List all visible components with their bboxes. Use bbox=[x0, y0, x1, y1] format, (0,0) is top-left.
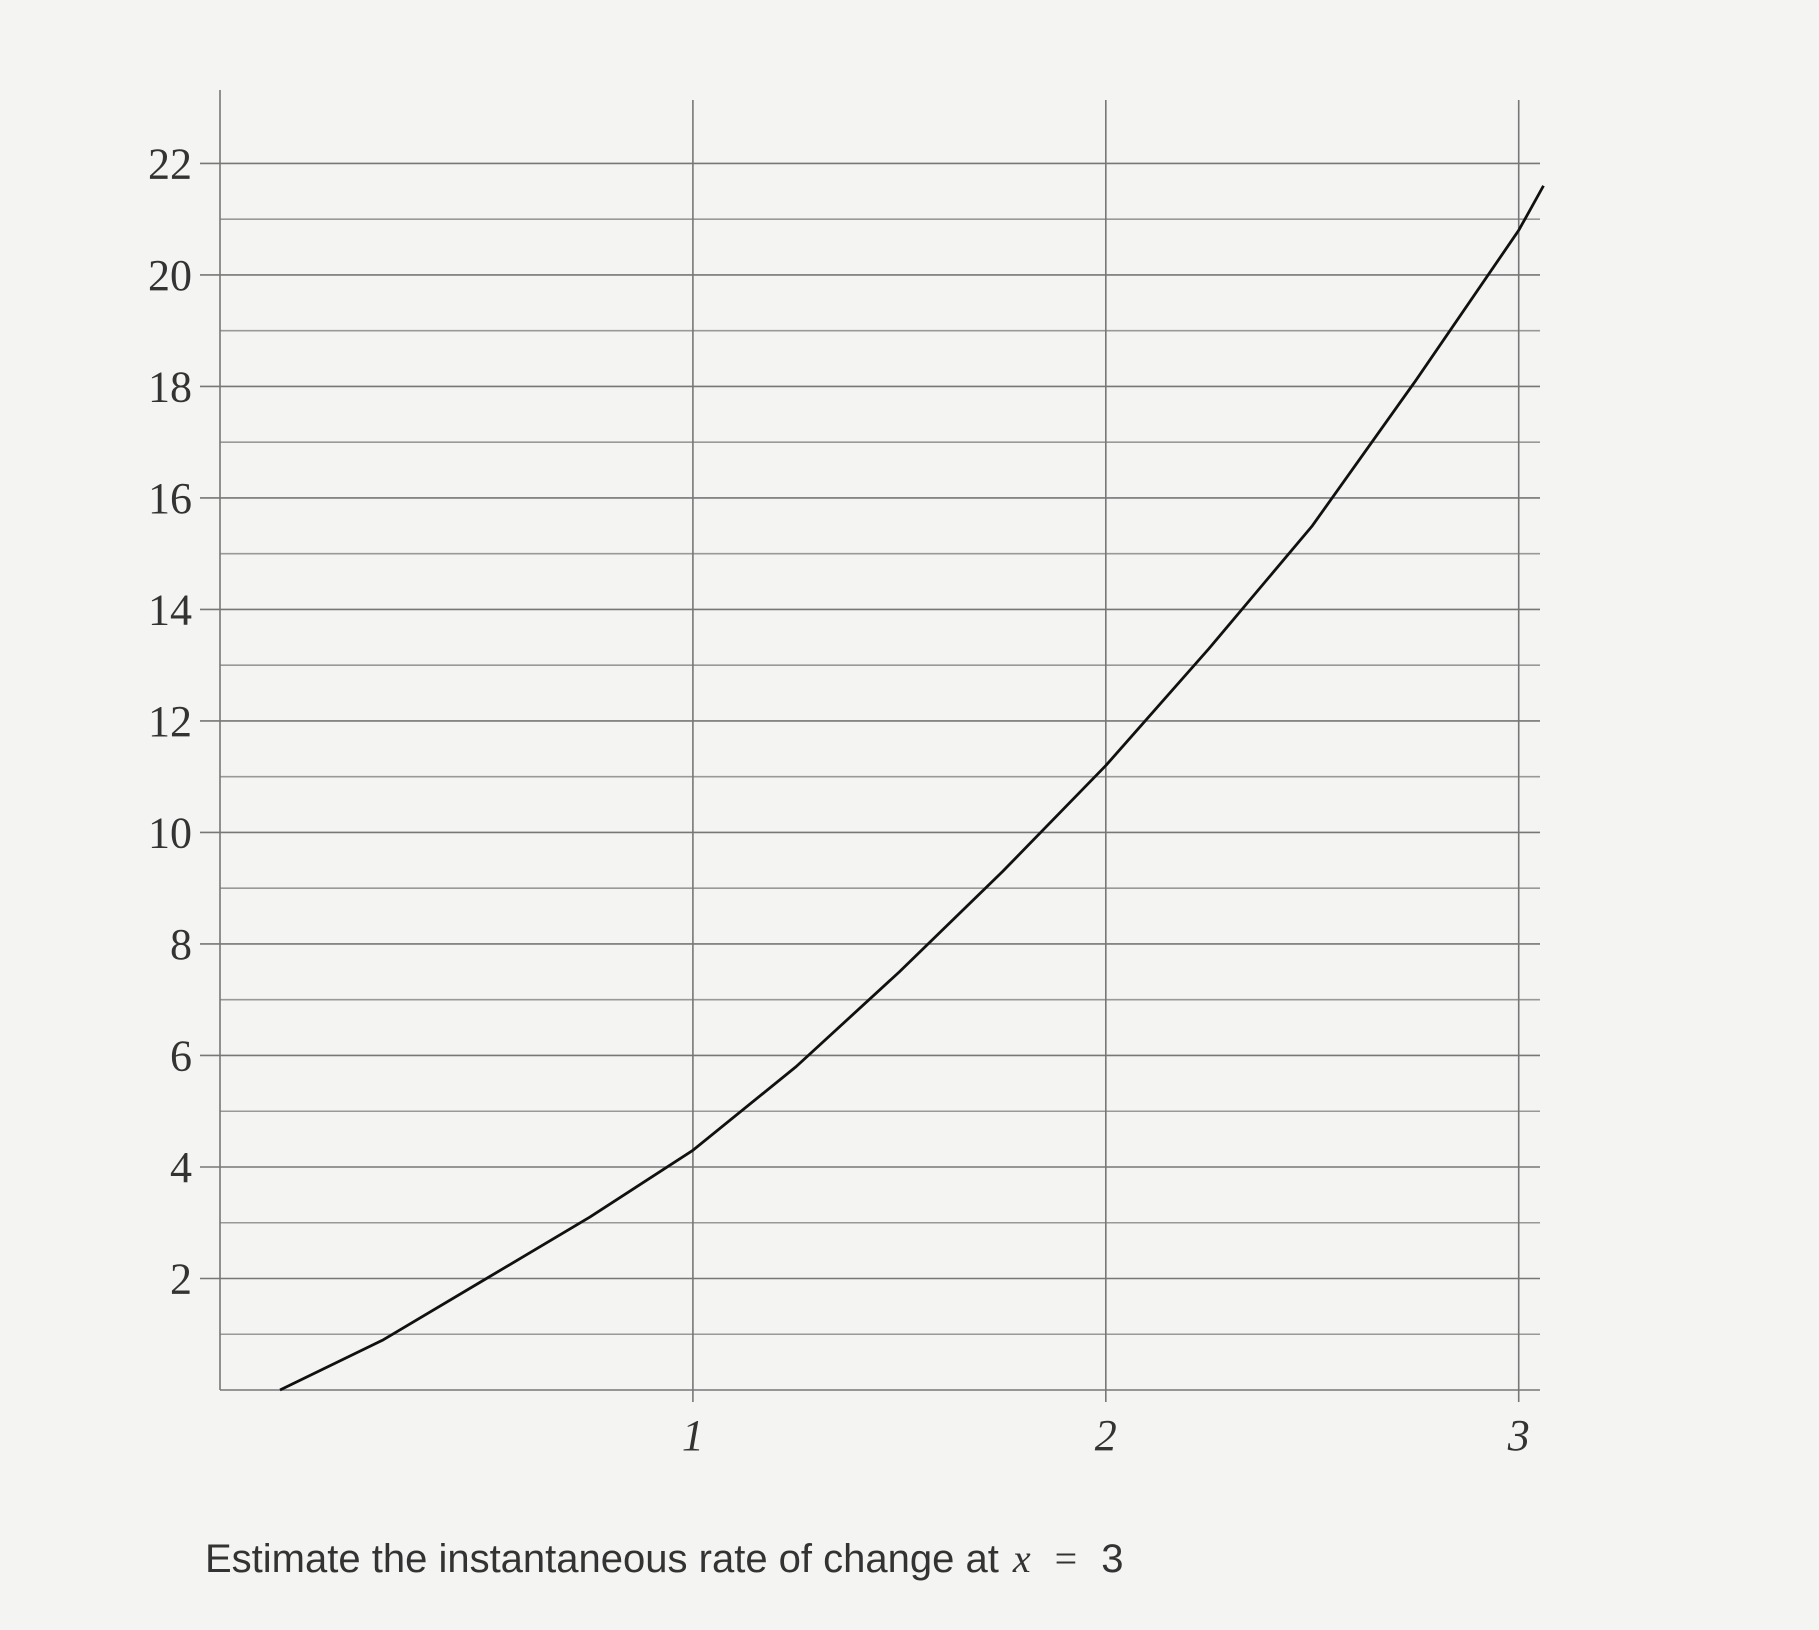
y-tick-label: 18 bbox=[148, 362, 192, 411]
y-tick-label: 20 bbox=[148, 251, 192, 300]
question-number: 3 bbox=[1101, 1537, 1123, 1581]
y-tick-label: 4 bbox=[170, 1143, 192, 1192]
question: Estimate the instantaneous rate of chang… bbox=[205, 1536, 1123, 1581]
x-tick-label: 1 bbox=[682, 1411, 704, 1460]
question-equals: = bbox=[1055, 1536, 1078, 1581]
y-tick-label: 16 bbox=[148, 474, 192, 523]
data-line bbox=[279, 185, 1545, 1392]
x-tick-label: 3 bbox=[1507, 1411, 1530, 1460]
question-text: Estimate the instantaneous rate of chang… bbox=[205, 1537, 999, 1581]
y-tick-label: 14 bbox=[148, 585, 192, 634]
question-variable: x bbox=[1012, 1536, 1031, 1581]
y-tick-label: 22 bbox=[148, 139, 192, 188]
y-tick-label: 8 bbox=[170, 920, 192, 969]
y-tick-label: 12 bbox=[148, 697, 192, 746]
y-tick-label: 10 bbox=[148, 808, 192, 857]
y-tick-label: 6 bbox=[170, 1031, 192, 1080]
y-tick-label: 2 bbox=[170, 1254, 192, 1303]
x-tick-label: 2 bbox=[1095, 1411, 1117, 1460]
